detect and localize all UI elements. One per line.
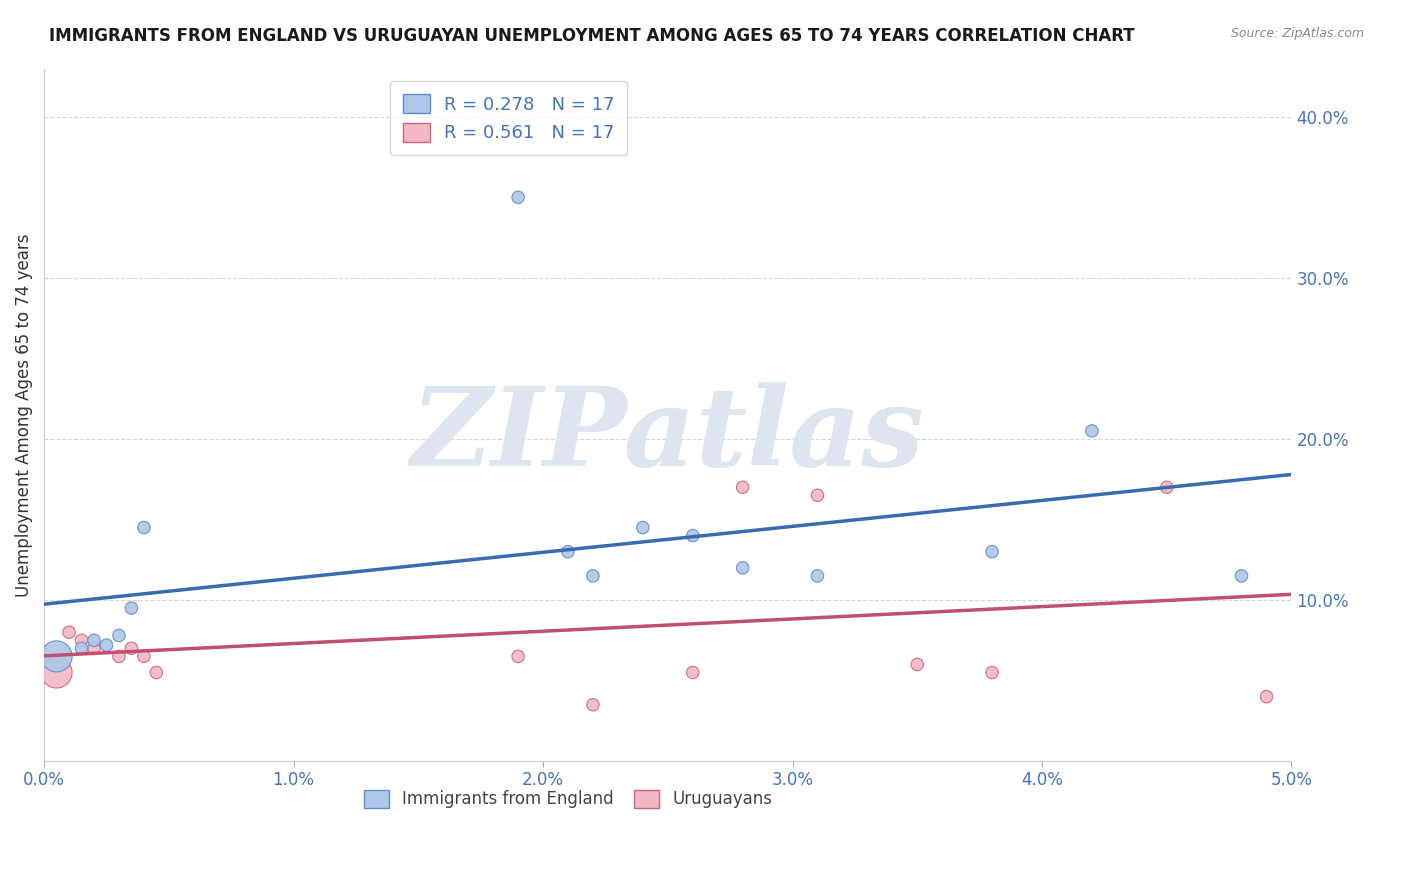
Point [731,561,754,575]
Point [806,569,828,583]
Point [120,601,142,615]
Point [1230,569,1253,583]
Point [631,520,654,534]
Point [506,649,529,664]
Text: Source: ZipAtlas.com: Source: ZipAtlas.com [1230,27,1364,40]
Point [58,625,80,640]
Point [83,633,105,648]
Point [132,520,155,534]
Point [682,528,704,542]
Text: ZIPatlas: ZIPatlas [411,382,925,490]
Point [1156,480,1178,494]
Point [582,569,605,583]
Point [682,665,704,680]
Legend: Immigrants from England, Uruguayans: Immigrants from England, Uruguayans [357,783,779,815]
Point [70,641,93,656]
Point [557,544,579,558]
Point [1256,690,1278,704]
Point [1081,424,1104,438]
Point [582,698,605,712]
Point [806,488,828,502]
Point [981,544,1004,558]
Point [45,665,67,680]
Point [108,628,131,642]
Point [145,665,167,680]
Point [83,641,105,656]
Text: IMMIGRANTS FROM ENGLAND VS URUGUAYAN UNEMPLOYMENT AMONG AGES 65 TO 74 YEARS CORR: IMMIGRANTS FROM ENGLAND VS URUGUAYAN UNE… [49,27,1135,45]
Point [731,480,754,494]
Point [96,638,118,652]
Point [70,633,93,648]
Point [120,641,142,656]
Point [45,649,67,664]
Point [132,649,155,664]
Point [905,657,928,672]
Y-axis label: Unemployment Among Ages 65 to 74 years: Unemployment Among Ages 65 to 74 years [15,233,32,597]
Point [108,649,131,664]
Point [506,190,529,204]
Point [981,665,1004,680]
